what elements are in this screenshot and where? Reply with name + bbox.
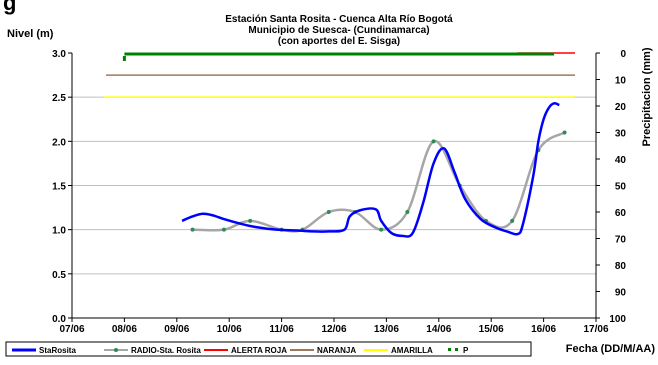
- x-tick-label: 14/06: [426, 324, 451, 335]
- series-point-radio-sta-rosita: [405, 210, 410, 214]
- x-tick-label: 13/06: [374, 324, 399, 335]
- axes: 0.0 0.5 1.0 1.5 2.0 2.5 3.0 0 10 20 30 40 50 60 70 80 90…: [52, 49, 626, 335]
- y2-tick-label: 60: [615, 208, 627, 219]
- y2-tick-label: 10: [615, 76, 627, 87]
- legend-swatch-p: [448, 348, 451, 351]
- y-tick-label: 2.0: [52, 137, 66, 148]
- y-tick-label: 3.0: [52, 49, 66, 60]
- series-point-radio-sta-rosita: [248, 218, 253, 223]
- series-point-p: [122, 56, 126, 61]
- legend-label-alerta-roja: ALERTA ROJA: [231, 346, 287, 355]
- y2-tick-label: 90: [615, 288, 627, 299]
- y-tick-label: 0.0: [52, 314, 66, 325]
- y2-tick-label: 20: [615, 102, 627, 113]
- x-tick-label: 09/06: [164, 324, 189, 335]
- y-tick-label: 1.5: [52, 182, 66, 193]
- y2-tick-label: 40: [615, 155, 627, 166]
- y2-tick-label: 0: [620, 49, 626, 60]
- x-axis-label: Fecha (DD/M/AA): [566, 343, 656, 355]
- series-point-radio-sta-rosita: [510, 218, 515, 223]
- x-tick-label: 16/06: [531, 324, 556, 335]
- legend-label-starosita: StaRosita: [39, 346, 76, 355]
- series-point-radio-sta-rosita: [326, 210, 331, 214]
- x-tick-label: 11/06: [269, 324, 294, 335]
- x-tick-label: 12/06: [321, 324, 346, 335]
- legend-label-naranja: NARANJA: [317, 346, 356, 355]
- y2-tick-label: 50: [615, 182, 627, 193]
- legend-label-radio-sta-rosita: RADIO-Sta. Rosita: [131, 346, 201, 355]
- y-tick-label: 1.0: [52, 226, 66, 237]
- x-tick-label: 08/06: [112, 324, 137, 335]
- legend-label-p: P: [463, 346, 469, 355]
- series-point-radio-sta-rosita: [379, 227, 384, 232]
- legend-marker-radio-sta-rosita: [114, 348, 118, 352]
- y-axis-label: Nivel (m): [7, 28, 54, 40]
- series-line-starosita: [181, 102, 560, 238]
- x-tick-label: 17/06: [583, 324, 608, 335]
- series-point-radio-sta-rosita: [431, 139, 436, 144]
- legend-swatch-p: [455, 348, 458, 351]
- series-layer: [103, 52, 576, 238]
- grid: [72, 96, 596, 275]
- top-left-fragment: g: [3, 0, 16, 15]
- chart-title: Estación Santa Rosita - Cuenca Alta Río …: [225, 14, 453, 25]
- chart-subtitle-1: Municipio de Suesca- (Cundinamarca): [248, 25, 429, 36]
- y-tick-label: 2.5: [52, 93, 66, 104]
- legend-label-amarilla: AMARILLA: [391, 346, 433, 355]
- y2-tick-label: 70: [615, 235, 627, 246]
- legend: StaRosita RADIO-Sta. Rosita ALERTA ROJA NAR…: [12, 346, 469, 355]
- series-point-radio-sta-rosita: [221, 227, 226, 232]
- y2-axis-label: Precipitacion (mm): [641, 47, 653, 146]
- legend-box: [5, 341, 532, 357]
- series-point-radio-sta-rosita: [190, 227, 195, 232]
- x-tick-label: 07/06: [59, 324, 84, 335]
- y2-tick-label: 100: [609, 314, 626, 325]
- y-tick-label: 0.5: [52, 270, 66, 281]
- x-tick-label: 15/06: [479, 324, 504, 335]
- chart-subtitle-2: (con aportes del E. Sisga): [278, 36, 400, 47]
- x-tick-label: 10/06: [217, 324, 242, 335]
- y2-tick-label: 30: [615, 129, 627, 140]
- series-point-radio-sta-rosita: [562, 130, 567, 135]
- y2-tick-label: 80: [615, 261, 627, 272]
